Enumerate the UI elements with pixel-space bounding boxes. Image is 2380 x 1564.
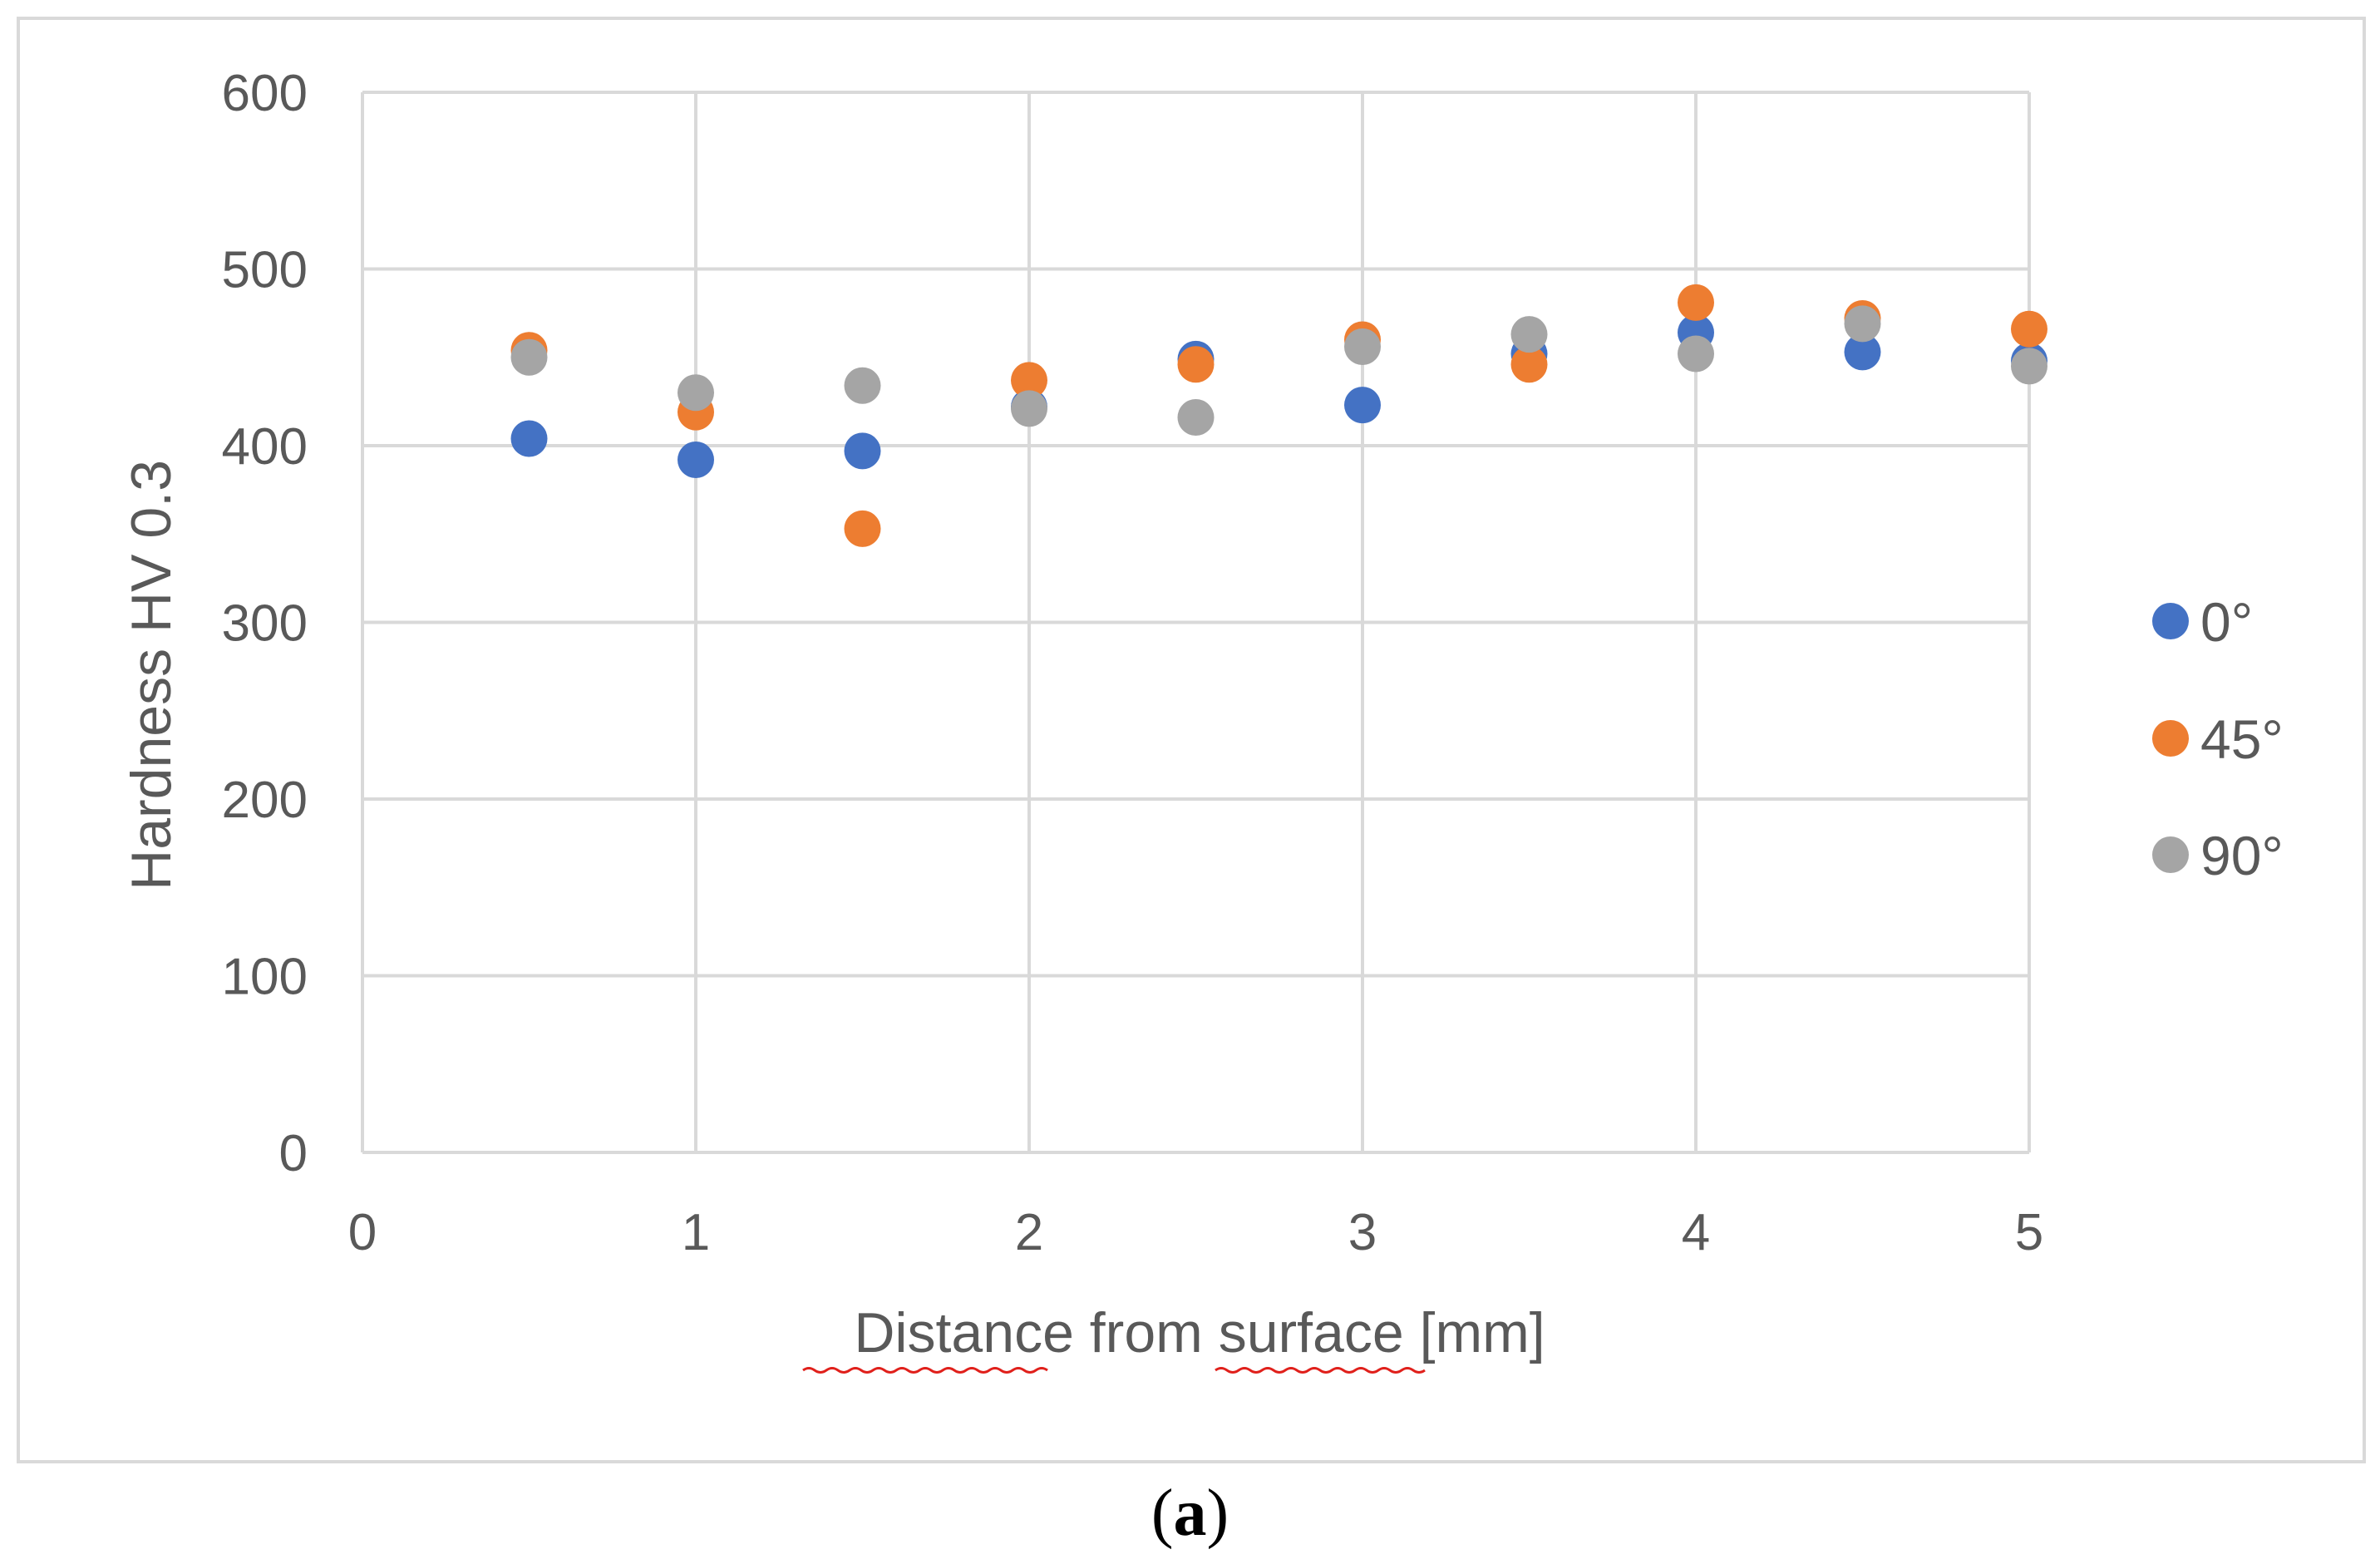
x-axis-title: Distance from surface [mm]	[854, 1301, 1545, 1364]
point-series-1	[1011, 362, 1047, 399]
point-series-1	[1177, 346, 1215, 383]
x-tick-label: 1	[682, 1204, 710, 1261]
scatter-chart: 0 100 200 300 400 500 600 0 1 2 3 4 5 Hardness HV 0…	[120, 65, 2284, 1374]
point-series-0	[510, 420, 548, 457]
point-series-2	[1510, 316, 1548, 353]
caption-open-paren: (	[1151, 1477, 1174, 1550]
point-series-1	[844, 510, 881, 547]
legend-label-0: 0°	[2200, 591, 2253, 653]
spellcheck-underline-surface	[1215, 1367, 1426, 1374]
y-tick-label: 300	[222, 595, 308, 653]
x-tick-label: 4	[1682, 1204, 1710, 1261]
x-axis-title-part: surface	[1219, 1301, 1404, 1364]
point-series-1	[1510, 346, 1548, 383]
point-series-2	[1344, 328, 1381, 365]
legend-marker-2	[2152, 836, 2189, 873]
y-tick-label: 500	[222, 242, 308, 299]
point-series-2	[678, 374, 714, 412]
point-series-2	[1011, 390, 1047, 427]
legend-label-2: 90°	[2200, 825, 2284, 886]
y-tick-label: 100	[222, 949, 308, 1006]
legend-marker-0	[2152, 603, 2189, 639]
y-tick-label: 200	[222, 772, 308, 829]
point-series-2	[1844, 305, 1881, 343]
gridlines	[361, 91, 2031, 1154]
caption-letter: a	[1173, 1477, 1207, 1550]
y-tick-label: 600	[222, 65, 308, 122]
point-series-2	[510, 338, 548, 376]
caption-close-paren: )	[1206, 1477, 1229, 1550]
x-tick-label: 0	[348, 1204, 377, 1261]
x-axis-title-part: Distance	[854, 1301, 1074, 1364]
point-series-2	[1177, 399, 1215, 436]
data-points	[510, 284, 2047, 547]
x-tick-label: 3	[1348, 1204, 1377, 1261]
point-series-0	[1844, 333, 1881, 371]
x-tick-label: 5	[2015, 1204, 2043, 1261]
point-series-1	[2011, 310, 2047, 348]
y-axis-ticks: 0 100 200 300 400 500 600	[222, 65, 308, 1182]
point-series-2	[2011, 348, 2047, 385]
x-axis-title-part: [mm]	[1404, 1301, 1545, 1364]
point-series-1	[1678, 284, 1714, 321]
x-axis-title-part: from	[1074, 1301, 1219, 1364]
legend: 0° 45° 90°	[2152, 591, 2284, 886]
figure-caption: (a)	[0, 1472, 2380, 1555]
point-series-0	[678, 442, 714, 478]
y-axis-title: Hardness HV 0.3	[120, 460, 183, 891]
x-tick-label: 2	[1015, 1204, 1043, 1261]
y-tick-label: 0	[279, 1125, 308, 1182]
y-tick-label: 400	[222, 418, 308, 476]
point-series-2	[1678, 335, 1714, 372]
legend-label-1: 45°	[2200, 708, 2284, 770]
chart-frame	[17, 17, 2366, 1463]
legend-marker-1	[2152, 720, 2189, 757]
point-series-0	[844, 432, 881, 470]
point-series-0	[1344, 387, 1381, 424]
x-axis-ticks: 0 1 2 3 4 5	[348, 1204, 2043, 1261]
spellcheck-underline-distance	[802, 1367, 1048, 1374]
point-series-2	[844, 367, 881, 404]
